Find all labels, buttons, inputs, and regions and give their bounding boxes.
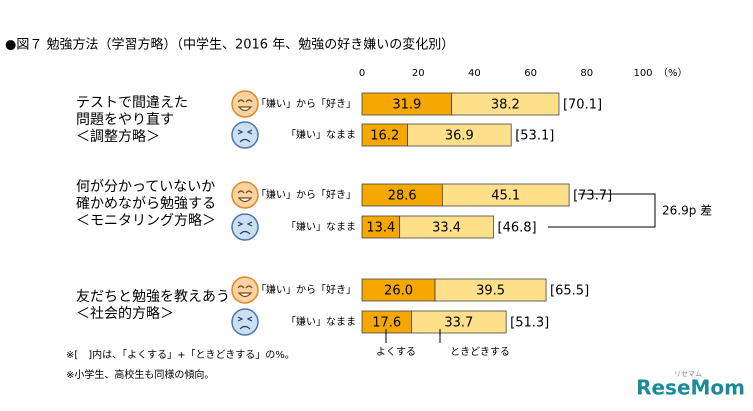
category-label: 「嫌い」なまま [286,315,356,328]
logo: ReseMom [636,376,745,400]
face-eye [237,129,253,135]
x-tick-label: 0 [359,68,365,79]
category-label: 「嫌い」から「好き」 [256,283,356,296]
data-label: 39.5 [476,284,505,299]
data-label: 16.2 [370,129,399,144]
face-icon [231,213,259,241]
footnote: ※小学生、高校生も同様の傾向。 [66,368,214,381]
x-tick-label: 60 [524,68,537,79]
face-eye [237,99,253,103]
category-label: 「嫌い」なまま [286,128,356,141]
bar-segment [441,183,570,207]
data-label: 33.4 [432,221,461,236]
group-label: ＜モニタリング方略＞ [76,213,216,229]
x-tick-label: 40 [468,68,481,79]
x-tick-label: 20 [412,68,425,79]
group-label: 何が分かっていないか [76,179,215,195]
bar-segment [411,310,507,334]
x-tick-label: 100 [633,68,652,79]
group-label: 確かめながら勉強する [76,196,216,212]
face-mouth [239,325,251,330]
face-eye [237,190,253,194]
data-label: 36.9 [445,129,474,144]
legend-label: ときどきする [450,346,510,358]
data-label: 38.2 [491,98,520,113]
total-label: [70.1] [563,98,602,113]
data-label: 26.0 [384,284,413,299]
bar-segment [434,278,547,302]
x-tick-label: 80 [580,68,593,79]
face-eye [237,316,253,322]
annotation: 26.9p 差 [662,204,712,218]
bracket [548,193,656,228]
face-eye [237,221,253,227]
group-label: ＜調整方略＞ [76,129,160,145]
category-label: 「嫌い」から「好き」 [256,97,356,110]
face-mouth [237,106,253,112]
group-label: テストで間違えた [76,95,188,111]
data-label: 28.6 [388,189,417,204]
logo-sub: リセマム [674,370,702,378]
total-label: [73.7] [573,189,612,204]
legend-label: よくする [376,346,416,358]
group-label: 友だちと勉強を教えあう [76,289,230,305]
group-label: 問題をやり直す [76,111,174,128]
chart-title: ●図７ 勉強方法（学習方略）（中学生、2016 年、勉強の好き嫌いの変化別） [5,37,454,53]
face-icon [231,181,259,209]
face-icon [231,121,259,149]
data-label: 13.4 [366,221,395,236]
total-label: [46.8] [498,221,537,236]
face-mouth [239,230,251,235]
category-label: 「嫌い」から「好き」 [256,188,356,201]
data-label: 31.9 [392,98,421,113]
face-icon [231,276,259,304]
total-label: [53.1] [515,129,554,144]
face-mouth [239,138,251,143]
category-label: 「嫌い」なまま [286,220,356,233]
group-label: ＜社会的方略＞ [76,306,174,322]
face-icon [231,90,259,118]
face-icon [231,308,259,336]
data-label: 17.6 [372,316,401,331]
data-label: 33.7 [444,316,473,331]
face-mouth [237,292,253,298]
total-label: [65.5] [550,284,589,299]
bar-segment [451,92,560,116]
footnote: ※[ ]内は、「よくする」+「ときどきする」の%。 [66,348,295,361]
face-mouth [237,197,253,203]
face-eye [237,285,253,289]
bar-segment [407,123,512,147]
data-label: 45.1 [491,189,520,204]
bar-segment [399,215,494,239]
total-label: [51.3] [510,316,549,331]
x-unit-label: （%） [658,67,688,79]
